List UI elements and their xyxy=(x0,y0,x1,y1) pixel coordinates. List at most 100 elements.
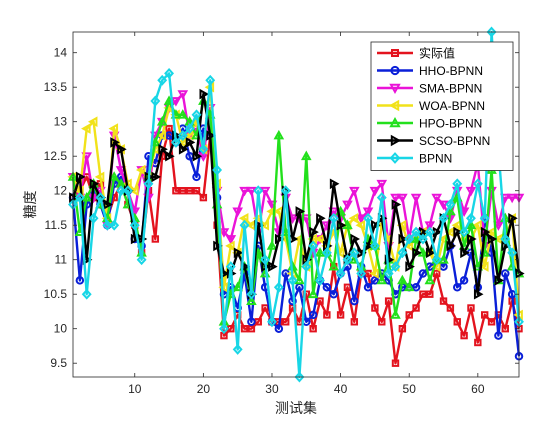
data-point-scso-bpnn xyxy=(453,226,463,238)
data-point-实际值 xyxy=(412,304,420,312)
data-point-woa-bpnn xyxy=(218,282,228,293)
data-point-实际值 xyxy=(199,193,208,202)
data-point-woa-bpnn xyxy=(314,233,324,245)
data-point-hpo-bpnn xyxy=(465,219,477,230)
data-point-woa-bpnn xyxy=(108,123,119,134)
data-point-hpo-bpnn xyxy=(246,295,257,305)
data-point-bpnn xyxy=(507,247,518,259)
data-point-hpo-bpnn xyxy=(232,281,243,292)
data-point-scso-bpnn xyxy=(165,150,175,162)
data-point-scso-bpnn xyxy=(446,240,457,252)
data-point-实际值 xyxy=(474,338,482,347)
data-point-实际值 xyxy=(316,297,324,305)
data-point-woa-bpnn xyxy=(129,185,139,196)
data-point-scso-bpnn xyxy=(350,233,360,245)
data-point-hpo-bpnn xyxy=(424,274,436,285)
data-point-scso-bpnn xyxy=(494,275,505,286)
data-point-hpo-bpnn xyxy=(266,240,278,250)
data-point-hpo-bpnn xyxy=(445,205,456,216)
data-point-实际值 xyxy=(350,318,359,326)
data-point-sma-bpnn xyxy=(239,186,250,197)
data-point-hpo-bpnn xyxy=(300,150,312,161)
data-point-实际值 xyxy=(384,297,393,305)
data-point-bpnn xyxy=(184,123,195,135)
legend-item-scso-bpnn: SCSO-BPNN xyxy=(377,134,490,148)
x-tick-label: 50 xyxy=(403,382,417,396)
legend-marker xyxy=(389,116,401,128)
data-point-bpnn xyxy=(301,261,312,273)
data-point-bpnn xyxy=(383,268,394,279)
data-point-bpnn xyxy=(472,178,483,190)
data-point-实际值 xyxy=(446,304,455,312)
data-point-bpnn xyxy=(150,95,161,107)
data-point-scso-bpnn xyxy=(213,240,223,252)
data-point-实际值 xyxy=(426,290,434,298)
data-point-hpo-bpnn xyxy=(177,109,189,119)
data-point-bpnn xyxy=(328,212,339,224)
data-point-sma-bpnn xyxy=(355,214,367,224)
legend-item-实际值: 实际值 xyxy=(377,46,455,61)
data-point-woa-bpnn xyxy=(87,116,98,127)
data-point-scso-bpnn xyxy=(274,233,285,245)
data-point-bpnn xyxy=(95,192,106,204)
data-point-hpo-bpnn xyxy=(150,136,161,147)
data-point-scso-bpnn xyxy=(117,144,127,155)
data-point-sma-bpnn xyxy=(342,200,353,211)
data-point-sma-bpnn xyxy=(259,186,271,197)
legend-label: 实际值 xyxy=(419,46,455,61)
y-tick-label: 13 xyxy=(54,115,68,129)
data-point-实际值 xyxy=(336,311,345,319)
data-point-bpnn xyxy=(424,226,435,238)
data-point-实际值 xyxy=(501,325,509,333)
data-point-scso-bpnn xyxy=(487,233,498,245)
data-point-bpnn xyxy=(191,109,202,121)
legend-marker xyxy=(391,49,399,57)
data-point-bpnn xyxy=(239,219,250,231)
data-point-bpnn xyxy=(321,247,332,259)
data-point-scso-bpnn xyxy=(473,288,484,300)
data-point-bpnn xyxy=(225,261,236,273)
data-point-hpo-bpnn xyxy=(403,281,415,292)
data-point-bpnn xyxy=(417,233,428,245)
data-point-woa-bpnn xyxy=(369,268,379,279)
data-point-scso-bpnn xyxy=(75,171,86,183)
data-point-woa-bpnn xyxy=(225,240,235,252)
data-point-实际值 xyxy=(282,318,290,326)
data-point-sma-bpnn xyxy=(438,200,449,211)
data-point-bpnn xyxy=(287,274,298,286)
data-point-scso-bpnn xyxy=(199,88,210,100)
data-point-bpnn xyxy=(170,136,181,148)
data-point-scso-bpnn xyxy=(158,144,168,155)
data-point-hho-bpnn xyxy=(350,296,359,306)
data-point-bpnn xyxy=(349,247,360,259)
data-point-hpo-bpnn xyxy=(328,260,340,271)
y-tick-label: 11 xyxy=(55,253,68,267)
data-point-hho-bpnn xyxy=(370,276,380,285)
legend-item-hpo-bpnn: HPO-BPNN xyxy=(377,117,482,131)
data-point-sma-bpnn xyxy=(376,179,388,190)
data-point-实际值 xyxy=(405,311,413,319)
data-point-实际值 xyxy=(172,187,180,195)
data-point-实际值 xyxy=(419,290,427,298)
data-point-sma-bpnn xyxy=(499,193,511,204)
data-point-bpnn xyxy=(404,233,415,245)
data-point-scso-bpnn xyxy=(309,226,319,238)
data-point-hho-bpnn xyxy=(329,289,338,299)
data-point-bpnn xyxy=(466,212,476,224)
data-point-hpo-bpnn xyxy=(410,233,422,243)
data-point-bpnn xyxy=(232,343,243,355)
data-point-实际值 xyxy=(487,318,496,326)
data-point-woa-bpnn xyxy=(334,247,345,259)
data-point-bpnn xyxy=(88,212,99,224)
data-point-sma-bpnn xyxy=(218,228,230,238)
data-point-scso-bpnn xyxy=(391,199,402,210)
data-point-bpnn xyxy=(335,268,346,279)
data-point-hpo-bpnn xyxy=(273,129,285,140)
legend-label: HHO-BPNN xyxy=(419,64,483,78)
data-point-scso-bpnn xyxy=(151,171,161,183)
data-point-scso-bpnn xyxy=(295,206,306,217)
data-point-scso-bpnn xyxy=(110,137,120,148)
data-point-bpnn xyxy=(81,288,92,300)
data-point-实际值 xyxy=(343,283,352,292)
